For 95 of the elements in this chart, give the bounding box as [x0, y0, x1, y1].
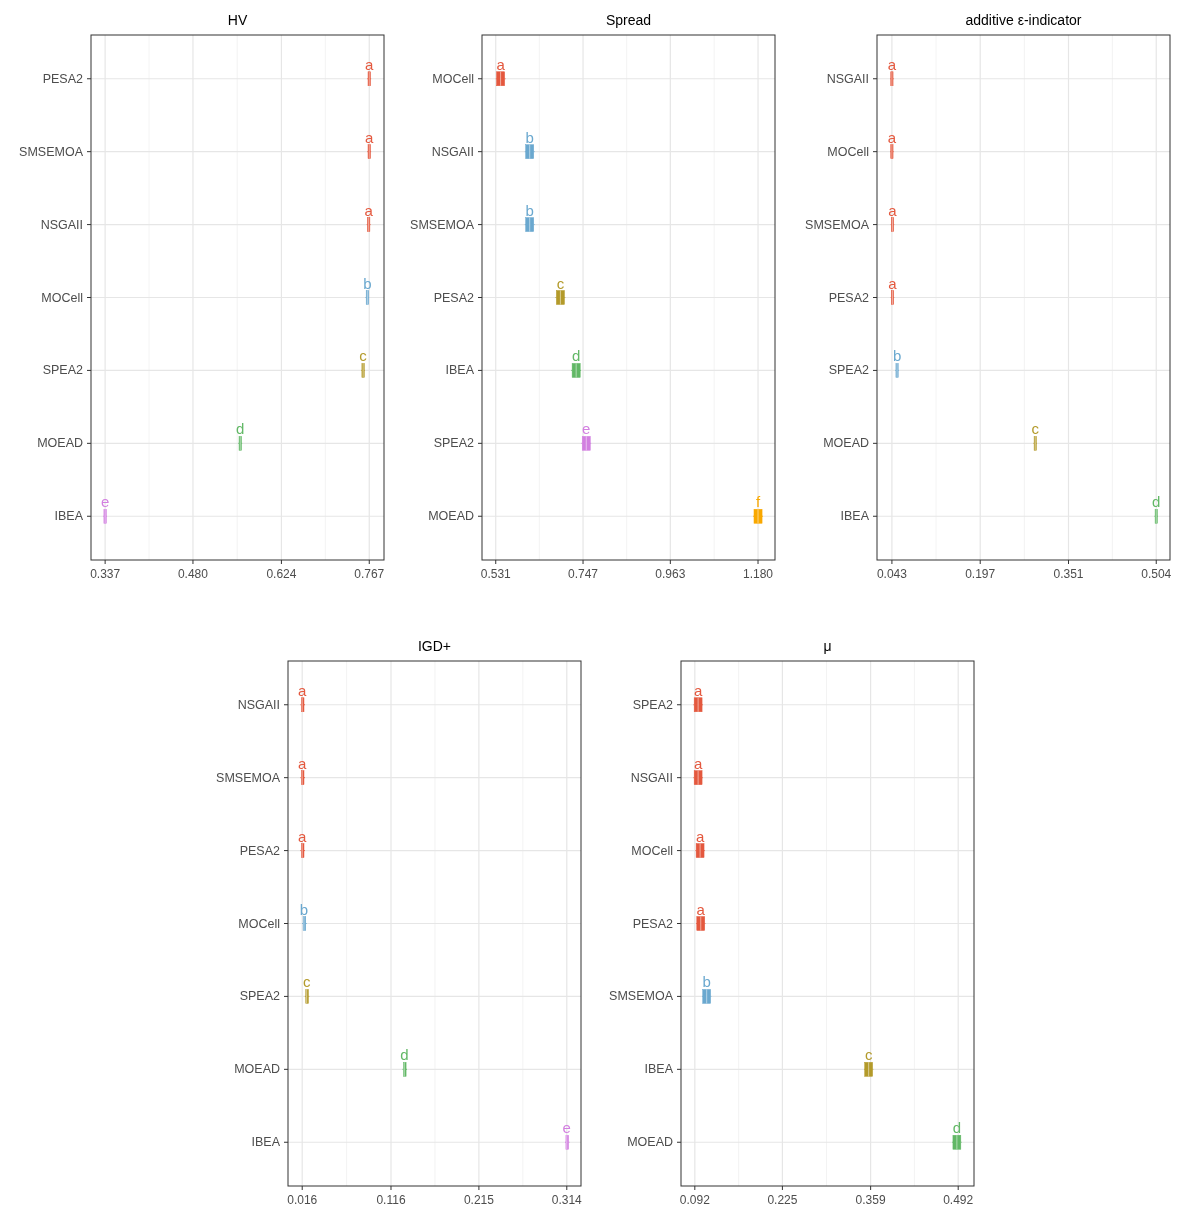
chart-title: additive ε-indicator: [965, 12, 1082, 28]
annotation: a: [298, 827, 308, 845]
y-tick-label: IBEA: [54, 509, 84, 524]
y-tick-label: PESA2: [632, 916, 674, 931]
annotation: a: [695, 827, 705, 845]
y-tick-label: PESA2: [42, 71, 84, 86]
annotation: c: [359, 347, 368, 365]
annotation: a: [365, 128, 375, 146]
annotation: a: [696, 900, 706, 918]
y-tick-label: PESA2: [433, 290, 475, 305]
annotation: c: [1031, 420, 1040, 438]
x-tick-label: 0.767: [354, 567, 385, 581]
annotation: a: [888, 201, 898, 219]
y-tick-label: SPEA2: [42, 363, 84, 378]
x-tick-label: 0.504: [1141, 567, 1172, 581]
y-tick-label: MOEAD: [627, 1135, 673, 1150]
x-tick-label: 0.215: [463, 1193, 495, 1207]
y-tick-label: SPEA2: [239, 989, 281, 1004]
annotation: d: [1152, 493, 1161, 511]
y-tick-label: SPEA2: [632, 697, 674, 712]
y-tick-label: NSGAII: [237, 697, 280, 712]
annotation: e: [562, 1119, 571, 1137]
y-tick-label: PESA2: [828, 290, 870, 305]
chart-title: Spread: [605, 12, 652, 28]
y-tick-label: SMSEMOA: [410, 217, 475, 232]
y-tick-label: SMSEMOA: [609, 989, 674, 1004]
y-tick-label: SMSEMOA: [805, 217, 870, 232]
annotation: a: [693, 681, 703, 699]
y-tick-label: MOCell: [827, 144, 869, 159]
y-tick-label: MOEAD: [823, 436, 869, 451]
y-tick-label: SMSEMOA: [216, 770, 281, 785]
x-tick-label: 0.016: [287, 1193, 318, 1207]
x-tick-label: 0.492: [943, 1193, 974, 1207]
chart-title: μ: [823, 638, 832, 654]
y-tick-label: NSGAII: [40, 217, 83, 232]
x-tick-label: 0.351: [1053, 567, 1084, 581]
annotation: a: [887, 128, 897, 146]
y-tick-label: MOEAD: [37, 436, 83, 451]
annotation: a: [364, 201, 374, 219]
x-tick-label: 0.747: [568, 567, 599, 581]
y-tick-label: NSGAII: [826, 71, 869, 86]
annotation: d: [400, 1046, 409, 1064]
x-tick-label: 0.225: [767, 1193, 798, 1207]
annotation: a: [496, 55, 506, 73]
x-tick-label: 0.197: [965, 567, 996, 581]
annotation: b: [892, 347, 902, 365]
y-tick-label: SPEA2: [433, 436, 475, 451]
y-tick-label: MOCell: [41, 290, 83, 305]
y-tick-label: MOEAD: [428, 509, 474, 524]
annotation: a: [298, 754, 308, 772]
annotation: d: [571, 347, 581, 365]
annotation: f: [755, 493, 761, 511]
annotation: a: [888, 274, 898, 292]
annotation: e: [100, 493, 110, 511]
y-tick-label: NSGAII: [630, 770, 673, 785]
y-tick-label: IBEA: [840, 509, 870, 524]
y-tick-label: MOCell: [631, 843, 673, 858]
annotation: b: [525, 128, 534, 146]
annotation: d: [236, 420, 245, 438]
x-tick-label: 0.314: [551, 1193, 583, 1207]
x-tick-label: 0.337: [90, 567, 121, 581]
y-tick-label: MOCell: [432, 71, 474, 86]
annotation: c: [556, 274, 565, 292]
annotation: b: [525, 201, 534, 219]
y-tick-label: PESA2: [239, 843, 281, 858]
y-tick-label: MOEAD: [234, 1062, 280, 1077]
annotation: a: [298, 681, 308, 699]
x-tick-label: 0.624: [266, 567, 297, 581]
text: 0.480: [177, 567, 208, 581]
annotation: d: [952, 1119, 962, 1137]
annotation: b: [299, 900, 309, 918]
x-tick-label: 0.043: [876, 567, 908, 581]
text: 1.180: [743, 567, 774, 581]
annotation: e: [582, 420, 591, 438]
annotation: a: [887, 55, 897, 73]
x-tick-label: 0.531: [480, 567, 512, 581]
y-tick-label: IBEA: [445, 363, 475, 378]
annotation: a: [693, 754, 703, 772]
y-tick-label: NSGAII: [431, 144, 474, 159]
y-tick-label: MOCell: [238, 916, 280, 931]
y-tick-label: SPEA2: [828, 363, 870, 378]
chart-title: IGD+: [417, 638, 452, 654]
chart-title: HV: [227, 12, 248, 28]
y-tick-label: IBEA: [644, 1062, 674, 1077]
annotation: a: [365, 55, 375, 73]
annotation: b: [363, 274, 372, 292]
y-tick-label: SMSEMOA: [19, 144, 84, 159]
x-tick-label: 0.359: [855, 1193, 886, 1207]
annotation: c: [864, 1046, 873, 1064]
x-tick-label: 0.116: [376, 1193, 406, 1207]
x-tick-label: 0.963: [655, 567, 686, 581]
y-tick-label: IBEA: [251, 1135, 281, 1150]
annotation: c: [302, 973, 311, 991]
x-tick-label: 0.092: [679, 1193, 711, 1207]
annotation: b: [702, 973, 711, 991]
